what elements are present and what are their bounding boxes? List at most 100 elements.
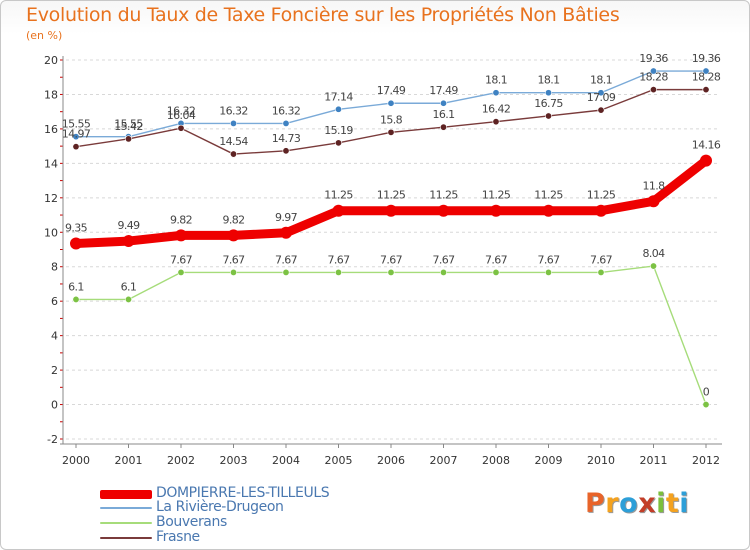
data-label: 16.04	[167, 109, 196, 122]
data-label: 11.25	[587, 189, 616, 202]
x-tick-label: 2009	[535, 454, 563, 467]
legend-swatch	[100, 537, 152, 539]
data-label: 18.28	[639, 71, 668, 84]
data-label: 8.04	[642, 247, 665, 260]
data-point	[125, 135, 133, 143]
y-tick-label: -2	[47, 433, 58, 446]
data-point	[227, 229, 240, 242]
data-label: 7.67	[432, 253, 455, 266]
data-point	[597, 89, 605, 97]
data-label: 7.67	[222, 253, 245, 266]
data-label: 7.67	[590, 253, 613, 266]
data-label: 19.36	[692, 52, 721, 65]
data-point	[597, 268, 605, 276]
data-point	[280, 226, 292, 239]
x-tick-label: 2001	[115, 454, 143, 467]
data-label: 9.82	[170, 213, 192, 226]
logo-letter: o	[619, 488, 639, 519]
data-label: 0	[703, 386, 710, 399]
data-label: 11.25	[429, 189, 458, 202]
data-point	[492, 268, 500, 276]
logo-letter: i	[679, 488, 690, 519]
data-point	[72, 295, 80, 303]
y-tick-label: 4	[51, 330, 58, 343]
logo-letter: i	[656, 488, 666, 519]
data-label: 17.14	[324, 90, 353, 103]
data-label: 15.19	[324, 124, 353, 137]
data-label: 11.25	[482, 189, 511, 202]
y-tick-label: 18	[44, 88, 58, 101]
data-label: 17.49	[377, 84, 406, 97]
data-point	[544, 89, 552, 97]
data-label: 14.73	[272, 132, 301, 145]
logo-letter: t	[665, 488, 680, 519]
data-point	[439, 268, 447, 276]
legend-label: Bouverans	[156, 514, 227, 530]
data-point	[230, 268, 238, 276]
data-label: 9.97	[275, 211, 298, 224]
logo-letter: P	[585, 488, 606, 519]
data-label: 9.35	[65, 221, 88, 234]
logo-letter: x	[638, 488, 657, 519]
data-point	[177, 268, 185, 276]
data-point	[334, 139, 342, 147]
y-tick-label: 10	[44, 226, 58, 239]
data-label: 9.49	[117, 219, 140, 232]
logo-letter: r	[605, 488, 620, 519]
data-point	[175, 229, 187, 242]
data-label: 15.55	[62, 118, 91, 131]
legend-label: Frasne	[156, 529, 200, 545]
y-tick-label: 0	[51, 399, 58, 412]
data-point	[387, 268, 395, 276]
data-point	[439, 99, 447, 107]
data-label: 11.25	[534, 189, 563, 202]
data-point	[282, 147, 290, 155]
data-point	[230, 119, 238, 127]
legend-swatch	[100, 522, 152, 524]
x-tick-label: 2000	[62, 454, 90, 467]
data-point	[70, 237, 82, 250]
data-point	[334, 105, 342, 113]
data-label: 16.32	[272, 104, 301, 117]
data-label: 17.49	[429, 84, 458, 97]
chart-title: Evolution du Taux de Taxe Foncière sur l…	[26, 4, 620, 26]
data-label: 15.42	[114, 120, 143, 133]
legend-label: DOMPIERRE-LES-TILLEULS	[156, 485, 330, 501]
data-label: 17.09	[587, 91, 616, 104]
data-label: 18.28	[692, 71, 721, 84]
y-tick-label: 12	[44, 192, 58, 205]
data-point	[544, 112, 552, 120]
legend-swatch	[100, 489, 152, 499]
y-tick-label: 6	[51, 295, 58, 308]
data-label: 18.1	[485, 74, 507, 87]
data-point	[334, 268, 342, 276]
data-label: 6.1	[121, 280, 137, 293]
data-label: 16.32	[219, 104, 248, 117]
data-point	[492, 118, 500, 126]
x-tick-label: 2005	[325, 454, 353, 467]
data-point	[122, 235, 135, 248]
x-tick-label: 2004	[272, 454, 300, 467]
data-label: 11.8	[642, 179, 665, 192]
data-point	[544, 268, 552, 276]
data-point	[595, 204, 607, 217]
data-label: 9.82	[222, 213, 244, 226]
data-point	[649, 262, 657, 270]
data-label: 16.75	[534, 97, 563, 110]
data-label: 7.67	[170, 253, 193, 266]
series-line	[71, 156, 711, 248]
data-point	[72, 133, 80, 141]
x-tick-label: 2006	[377, 454, 405, 467]
data-label: 7.67	[485, 253, 508, 266]
data-label: 16.1	[432, 108, 454, 121]
data-point	[387, 128, 395, 136]
x-tick-label: 2008	[482, 454, 510, 467]
data-label: 15.55	[114, 118, 143, 131]
data-point	[649, 67, 657, 75]
data-label: 18.1	[537, 74, 559, 87]
data-label: 11.25	[377, 189, 406, 202]
x-tick-label: 2007	[430, 454, 458, 467]
data-point	[125, 295, 133, 303]
data-label: 18.1	[590, 74, 612, 87]
